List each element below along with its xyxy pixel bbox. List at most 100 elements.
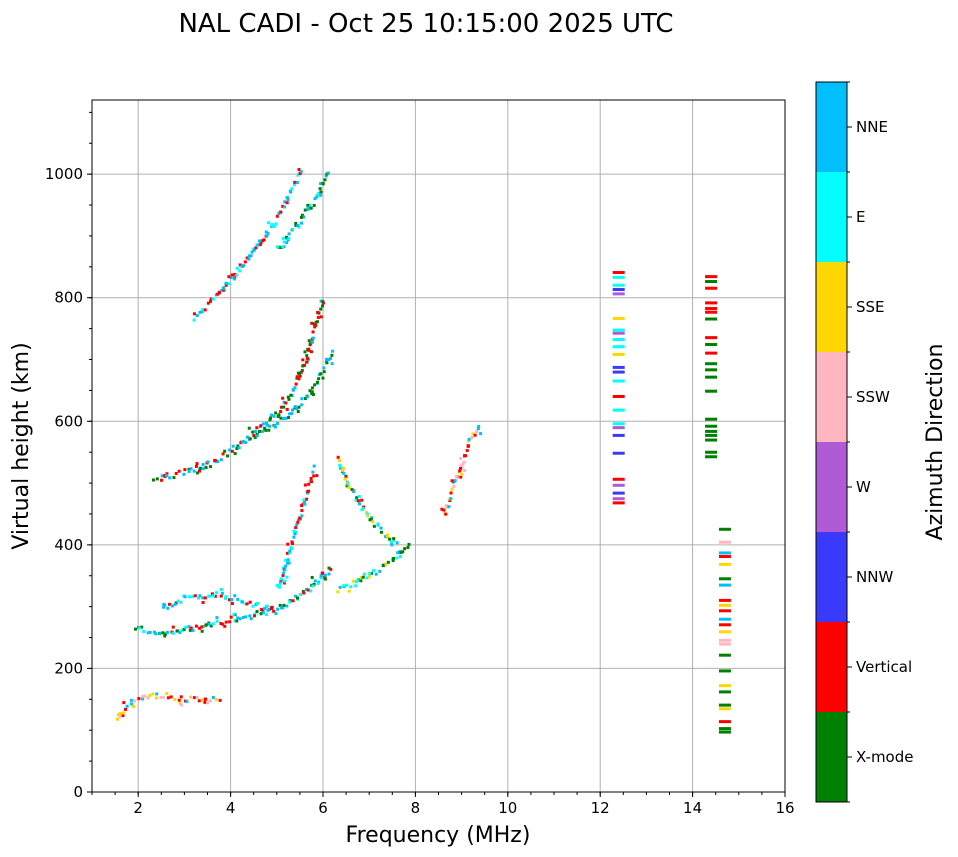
- echo-point: [277, 413, 281, 417]
- echo-point: [705, 455, 718, 459]
- echo-point: [366, 514, 370, 518]
- echo-point: [197, 596, 201, 600]
- plot-background: [92, 100, 785, 792]
- echo-point: [253, 435, 257, 439]
- echo-point: [312, 322, 316, 326]
- echo-point: [241, 600, 245, 604]
- echo-point: [612, 292, 625, 296]
- colorbar-segment: [816, 352, 847, 442]
- echo-point: [235, 273, 239, 277]
- echo-point: [245, 435, 249, 439]
- echo-point: [239, 441, 243, 445]
- echo-point: [718, 551, 731, 555]
- echo-point: [309, 206, 313, 210]
- echo-point: [158, 631, 162, 635]
- echo-point: [195, 314, 199, 318]
- echo-point: [313, 383, 317, 387]
- echo-point: [343, 477, 347, 481]
- echo-point: [256, 243, 260, 247]
- colorbar-tick-label: W: [856, 478, 871, 496]
- echo-point: [203, 700, 207, 704]
- echo-point: [705, 417, 718, 421]
- echo-point: [718, 653, 731, 657]
- echo-point: [448, 499, 452, 503]
- echo-point: [165, 474, 169, 478]
- echo-point: [207, 622, 211, 626]
- echo-point: [152, 630, 156, 634]
- echo-point: [386, 560, 390, 564]
- echo-point: [259, 241, 263, 245]
- echo-point: [235, 619, 239, 623]
- echo-point: [612, 379, 625, 383]
- echo-point: [236, 444, 240, 448]
- echo-point: [264, 613, 268, 617]
- echo-point: [282, 603, 286, 607]
- echo-point: [276, 607, 280, 611]
- echo-point: [310, 340, 314, 344]
- echo-point: [444, 512, 448, 516]
- echo-point: [357, 502, 361, 506]
- y-tick-label: 1000: [45, 165, 83, 183]
- echo-point: [302, 501, 306, 505]
- echo-point: [200, 698, 204, 702]
- echo-point: [313, 197, 317, 201]
- echo-point: [148, 693, 152, 697]
- echo-point: [201, 467, 205, 471]
- echo-point: [352, 490, 356, 494]
- echo-point: [215, 591, 219, 595]
- echo-point: [341, 468, 345, 472]
- echo-point: [453, 479, 457, 483]
- echo-point: [187, 469, 191, 473]
- echo-point: [230, 598, 234, 602]
- echo-point: [367, 574, 371, 578]
- echo-point: [125, 704, 129, 708]
- echo-point: [295, 596, 299, 600]
- echo-point: [718, 609, 731, 613]
- echo-point: [121, 711, 125, 715]
- echo-point: [137, 697, 141, 701]
- echo-point: [316, 315, 320, 319]
- echo-point: [224, 595, 228, 599]
- echo-point: [215, 619, 219, 623]
- echo-point: [173, 698, 177, 702]
- echo-point: [319, 190, 323, 194]
- echo-point: [208, 594, 212, 598]
- echo-point: [459, 466, 463, 470]
- echo-point: [308, 389, 312, 393]
- echo-point: [288, 412, 292, 416]
- echo-point: [292, 529, 296, 533]
- echo-point: [360, 498, 364, 502]
- colorbar-label: Azimuth Direction: [923, 343, 948, 540]
- echo-point: [220, 288, 224, 292]
- echo-point: [705, 275, 718, 279]
- echo-point: [323, 575, 327, 579]
- echo-point: [320, 571, 324, 575]
- echo-point: [211, 622, 215, 626]
- echo-point: [224, 281, 228, 285]
- echo-point: [309, 476, 313, 480]
- echo-point: [388, 537, 392, 541]
- echo-point: [293, 532, 297, 536]
- echo-point: [306, 203, 310, 207]
- echo-point: [286, 542, 290, 546]
- echo-point: [285, 551, 289, 555]
- echo-point: [303, 208, 307, 212]
- y-tick-label: 200: [54, 659, 83, 677]
- echo-point: [279, 606, 283, 610]
- echo-point: [258, 243, 262, 247]
- echo-point: [296, 371, 300, 375]
- echo-point: [260, 608, 264, 612]
- echo-point: [296, 223, 300, 227]
- echo-point: [166, 606, 170, 610]
- colorbar-tick-label: E: [856, 208, 865, 226]
- echo-point: [182, 627, 186, 631]
- echo-point: [306, 206, 310, 210]
- echo-point: [275, 214, 279, 218]
- echo-point: [289, 393, 293, 397]
- echo-point: [238, 617, 242, 621]
- echo-point: [261, 429, 265, 433]
- echo-point: [272, 609, 276, 613]
- echo-point: [256, 601, 260, 605]
- echo-point: [265, 604, 269, 608]
- echo-point: [368, 571, 372, 575]
